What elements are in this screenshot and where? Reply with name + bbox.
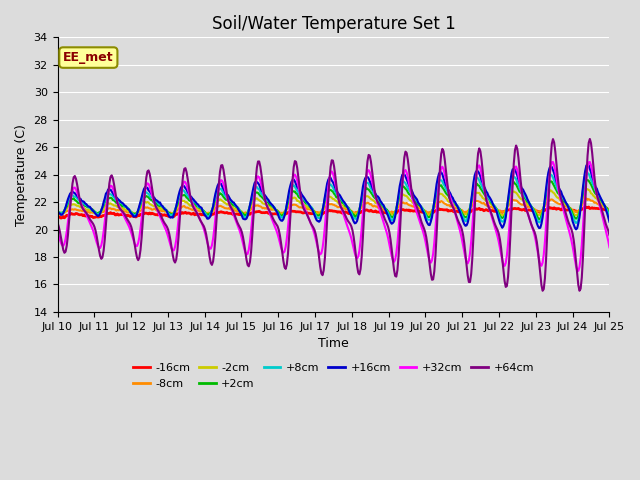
- -16cm: [227, 211, 234, 216]
- +32cm: [586, 159, 594, 165]
- +64cm: [556, 191, 564, 196]
- +8cm: [287, 188, 294, 193]
- +2cm: [362, 185, 370, 191]
- +64cm: [362, 172, 370, 178]
- +64cm: [586, 136, 594, 142]
- +16cm: [54, 209, 61, 215]
- +16cm: [584, 162, 591, 168]
- +8cm: [572, 220, 580, 226]
- +8cm: [225, 197, 233, 203]
- -16cm: [460, 210, 468, 216]
- -8cm: [56, 212, 63, 218]
- +2cm: [584, 177, 591, 183]
- -16cm: [57, 215, 65, 221]
- -16cm: [390, 210, 398, 216]
- -8cm: [582, 195, 590, 201]
- Line: +8cm: +8cm: [58, 173, 609, 223]
- +64cm: [539, 288, 547, 294]
- -2cm: [225, 203, 233, 208]
- +8cm: [54, 208, 61, 214]
- +8cm: [605, 214, 613, 220]
- Legend: -16cm, -8cm, -2cm, +2cm, +8cm, +16cm, +32cm, +64cm: -16cm, -8cm, -2cm, +2cm, +8cm, +16cm, +3…: [129, 359, 538, 393]
- +16cm: [460, 218, 467, 224]
- -2cm: [460, 210, 467, 216]
- +16cm: [605, 219, 613, 225]
- -8cm: [364, 200, 371, 205]
- +2cm: [535, 216, 543, 222]
- Line: -8cm: -8cm: [58, 198, 609, 215]
- -2cm: [605, 209, 613, 215]
- +2cm: [54, 209, 61, 215]
- +2cm: [605, 211, 613, 217]
- +16cm: [287, 183, 294, 189]
- +32cm: [555, 188, 563, 194]
- +2cm: [287, 192, 294, 198]
- -8cm: [390, 209, 398, 215]
- Text: EE_met: EE_met: [63, 51, 114, 64]
- -2cm: [54, 210, 61, 216]
- +32cm: [389, 257, 397, 263]
- -16cm: [585, 204, 593, 210]
- +8cm: [584, 170, 591, 176]
- +64cm: [605, 232, 613, 238]
- +2cm: [225, 198, 233, 204]
- -2cm: [362, 193, 370, 199]
- +32cm: [575, 268, 582, 274]
- Title: Soil/Water Temperature Set 1: Soil/Water Temperature Set 1: [212, 15, 455, 33]
- +16cm: [555, 185, 563, 191]
- -2cm: [571, 213, 579, 218]
- -16cm: [364, 207, 371, 213]
- +2cm: [556, 192, 564, 198]
- -16cm: [605, 208, 613, 214]
- +32cm: [287, 198, 294, 204]
- Y-axis label: Temperature (C): Temperature (C): [15, 124, 28, 226]
- +16cm: [389, 220, 397, 226]
- -8cm: [556, 201, 564, 207]
- -8cm: [54, 211, 61, 216]
- +16cm: [572, 227, 580, 232]
- +64cm: [389, 257, 397, 263]
- -8cm: [460, 209, 468, 215]
- -2cm: [389, 212, 397, 217]
- +64cm: [460, 232, 467, 238]
- +16cm: [225, 194, 233, 200]
- +32cm: [605, 244, 613, 250]
- -16cm: [287, 208, 295, 214]
- Line: +64cm: +64cm: [58, 139, 609, 291]
- -8cm: [287, 203, 295, 208]
- X-axis label: Time: Time: [318, 337, 349, 350]
- -16cm: [54, 215, 61, 220]
- +32cm: [54, 229, 61, 235]
- -2cm: [555, 195, 563, 201]
- Line: -2cm: -2cm: [58, 189, 609, 216]
- +2cm: [389, 215, 397, 220]
- +64cm: [287, 215, 294, 220]
- -8cm: [227, 206, 234, 212]
- +8cm: [362, 180, 370, 186]
- Line: +2cm: +2cm: [58, 180, 609, 219]
- +32cm: [460, 243, 467, 249]
- Line: +32cm: +32cm: [58, 162, 609, 271]
- +32cm: [225, 201, 233, 206]
- -16cm: [556, 206, 564, 212]
- +64cm: [54, 220, 61, 226]
- Line: +16cm: +16cm: [58, 165, 609, 229]
- -8cm: [605, 207, 613, 213]
- +8cm: [460, 215, 467, 220]
- -2cm: [584, 186, 591, 192]
- +8cm: [555, 188, 563, 194]
- +2cm: [460, 212, 467, 218]
- +64cm: [225, 201, 233, 206]
- Line: -16cm: -16cm: [58, 207, 609, 218]
- +32cm: [362, 174, 370, 180]
- +8cm: [389, 217, 397, 223]
- -2cm: [287, 197, 294, 203]
- +16cm: [362, 174, 370, 180]
